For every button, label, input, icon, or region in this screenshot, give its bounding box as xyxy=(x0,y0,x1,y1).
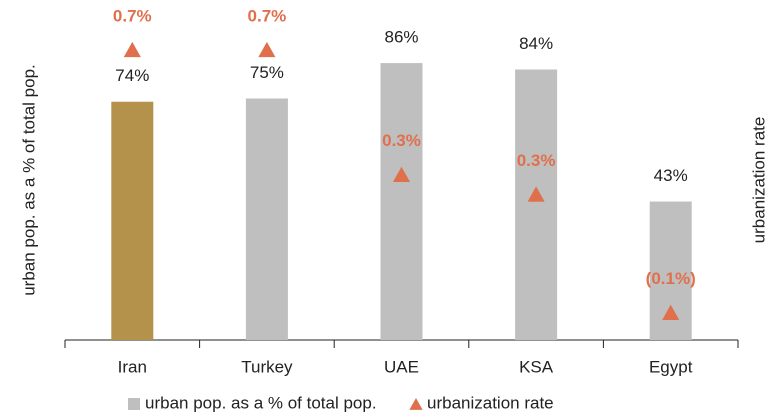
x-tick-label: KSA xyxy=(519,357,554,376)
rate-value-label: 0.7% xyxy=(113,6,152,25)
bar xyxy=(245,98,288,340)
legend-label: urban pop. as a % of total pop. xyxy=(145,393,377,412)
legend-label: urbanization rate xyxy=(427,393,554,412)
bar-value-label: 43% xyxy=(654,166,688,185)
rate-marker xyxy=(662,304,680,321)
y2-axis-label: urbanization rate xyxy=(749,117,768,244)
rate-marker xyxy=(123,41,141,58)
x-tick-label: UAE xyxy=(384,357,419,376)
bar-value-label: 74% xyxy=(115,66,149,85)
bar-value-label: 84% xyxy=(519,34,553,53)
rate-value-label: 0.7% xyxy=(248,6,287,25)
rate-value-label: (0.1%) xyxy=(646,269,696,288)
legend-swatch xyxy=(128,398,140,410)
bar xyxy=(515,69,558,341)
x-tick-label: Egypt xyxy=(649,357,693,376)
bar-value-label: 86% xyxy=(384,28,418,47)
rate-marker xyxy=(258,41,276,58)
legend-swatch xyxy=(409,398,423,410)
rate-value-label: 0.3% xyxy=(517,151,556,170)
bar xyxy=(380,63,423,341)
x-tick-label: Turkey xyxy=(241,357,293,376)
y-axis-label: urban pop. as a % of total pop. xyxy=(19,64,38,296)
rate-marker xyxy=(392,166,411,183)
rate-marker xyxy=(527,186,545,202)
bar-value-label: 75% xyxy=(250,63,284,82)
rate-value-label: 0.3% xyxy=(382,131,421,150)
bar xyxy=(111,101,154,340)
x-tick-label: Iran xyxy=(118,357,147,376)
